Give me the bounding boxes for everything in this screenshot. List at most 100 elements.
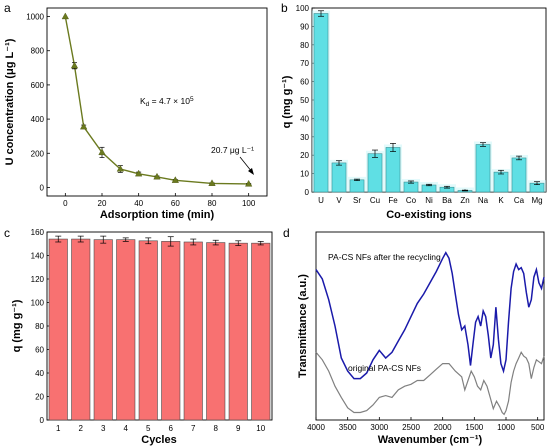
panel-c-bar (184, 242, 202, 420)
panel-b-bar (368, 154, 382, 192)
panel-c-y-tick-label: 140 (31, 252, 45, 261)
panel-c-y-tick-label: 160 (31, 228, 45, 237)
panel-c-bar (94, 240, 112, 420)
panel-c-x-tick-label: 1 (56, 424, 61, 433)
panel-c-bar (72, 239, 90, 420)
panel-c-ylabel: q (mg g⁻¹) (11, 299, 23, 352)
panel-d-x-tick-label: 4000 (307, 423, 325, 432)
panel-d-xlabel: Wavenumber (cm⁻¹) (378, 434, 483, 446)
panel-b-x-tick-label: Mg (531, 196, 542, 205)
panel-a-x-tick-label: 40 (134, 199, 143, 208)
panel-c-y-tick-label: 80 (35, 322, 44, 331)
panel-c-y-tick-label: 0 (40, 416, 45, 425)
panel-c-x-tick-label: 4 (124, 424, 129, 433)
panel-d: d 4000 3500 3000 2500 2000 1500 1000 500 Wavenu… (283, 226, 545, 446)
panel-b-ylabel: q (mg g⁻¹) (281, 75, 293, 128)
panel-b-bar (314, 14, 328, 192)
panel-d-x-tick-label: 500 (531, 423, 545, 432)
panel-a-x-tick-label: 0 (63, 199, 68, 208)
panel-a-data-point (71, 62, 78, 68)
panel-b-y-tick-label: 10 (300, 170, 309, 179)
panel-a-y-tick-label: 800 (31, 47, 45, 56)
panel-d-x-tick-label: 1500 (465, 423, 483, 432)
panel-b-y-tick-label: 80 (300, 41, 309, 50)
panel-b-x-tick-label: Co (406, 196, 417, 205)
panel-b-y-tick-label: 40 (300, 114, 309, 123)
panel-c-bar (207, 243, 225, 420)
panel-c-y-tick-label: 40 (35, 369, 44, 378)
panel-b-y-tick-label: 100 (296, 4, 310, 13)
panel-b-y-tick-label: 70 (300, 59, 309, 68)
panel-b-y-tick-label: 0 (305, 188, 310, 197)
panel-b-y-tick-label: 20 (300, 151, 309, 160)
panel-c-x-tick-label: 2 (79, 424, 84, 433)
panel-c-letter: c (4, 226, 10, 240)
panel-b-x-tick-label: Ni (425, 196, 433, 205)
panel-c-bar (49, 239, 67, 420)
panel-c-x-tick-label: 6 (169, 424, 174, 433)
panel-d-x-tick-label: 3000 (370, 423, 388, 432)
panel-a-x-tick-label: 60 (171, 199, 180, 208)
panel-d-series-label-original: original PA-CS NFs (348, 363, 421, 373)
panel-b-x-tick-label: K (498, 196, 504, 205)
panel-c-y-tick-label: 100 (31, 299, 45, 308)
panel-d-x-tick-label: 2000 (434, 423, 452, 432)
panel-a-x-tick-label: 100 (242, 199, 256, 208)
panel-b-x-tick-label: Fe (388, 196, 398, 205)
panel-c-x-tick-label: 3 (101, 424, 106, 433)
panel-b-y-tick-label: 60 (300, 78, 309, 87)
panel-d-x-tick-label: 1000 (497, 423, 515, 432)
panel-a-annotation-arrowhead (248, 168, 254, 175)
panel-d-x-tick-label: 2500 (402, 423, 420, 432)
panel-b-x-tick-label: Ba (442, 196, 452, 205)
panel-a-end-annotation: 20.7 μg L⁻¹ (211, 145, 254, 155)
panel-c-bar (162, 241, 180, 420)
panel-a-x-tick-label: 20 (98, 199, 107, 208)
panel-d-ylabel: Transmittance (a.u.) (297, 274, 309, 378)
panel-b-y-tick-label: 50 (300, 96, 309, 105)
panel-a-ylabel: U concentration (μg L⁻¹) (4, 38, 16, 165)
panel-a-data-point (80, 123, 87, 129)
panel-c-bar (252, 243, 270, 420)
panel-b-bar (350, 180, 364, 192)
panel-b-x-tick-label: V (336, 196, 342, 205)
panel-d-letter: d (283, 226, 290, 240)
panel-c-x-tick-label: 5 (146, 424, 151, 433)
panel-c-bar (229, 243, 247, 420)
panel-c-y-tick-label: 120 (31, 275, 45, 284)
panel-d-spectrum-line (316, 352, 544, 414)
panel-b-bar (494, 172, 508, 192)
panel-a-data-point (62, 13, 69, 19)
panel-b-y-tick-label: 90 (300, 22, 309, 31)
panel-a-kd-annotation: Kd = 4.7 × 105 (140, 96, 194, 108)
panel-a-y-tick-label: 200 (31, 149, 45, 158)
panel-a-xlabel: Adsorption time (min) (100, 209, 215, 221)
panel-b: b 0 10 20 30 40 50 60 70 80 90 100 U V Sr Cu Fe Co Ni Ba Zn… (281, 1, 546, 221)
panel-c: c 0 20 40 60 80 100 120 140 160 1 2 3 4 5 6 7 8 9 10 Cycle… (4, 226, 272, 446)
panel-b-x-tick-label: U (318, 196, 324, 205)
panel-b-x-tick-label: Cu (370, 196, 380, 205)
panel-c-xlabel: Cycles (141, 434, 176, 446)
panel-b-x-tick-label: Na (478, 196, 489, 205)
panel-c-x-tick-label: 8 (214, 424, 219, 433)
panel-a-y-tick-label: 600 (31, 81, 45, 90)
panel-c-x-tick-label: 7 (191, 424, 196, 433)
panel-a-y-tick-label: 1000 (26, 13, 44, 22)
panel-b-x-tick-label: Zn (460, 196, 469, 205)
panel-c-bar (139, 241, 157, 420)
panel-a-x-tick-label: 80 (208, 199, 217, 208)
panel-a-y-tick-label: 400 (31, 115, 45, 124)
panel-a-letter: a (4, 1, 11, 15)
panel-b-bar (512, 158, 526, 192)
panel-b-x-tick-label: Sr (353, 196, 361, 205)
panel-d-spectrum-line (316, 253, 544, 379)
panel-c-y-tick-label: 60 (35, 346, 44, 355)
panel-c-x-tick-label: 10 (256, 424, 265, 433)
panel-b-xlabel: Co-existing ions (386, 209, 472, 221)
panel-b-bar (332, 163, 346, 192)
panel-b-bar (404, 182, 418, 192)
panel-b-x-tick-label: Ca (514, 196, 525, 205)
panel-b-bar (386, 147, 400, 192)
